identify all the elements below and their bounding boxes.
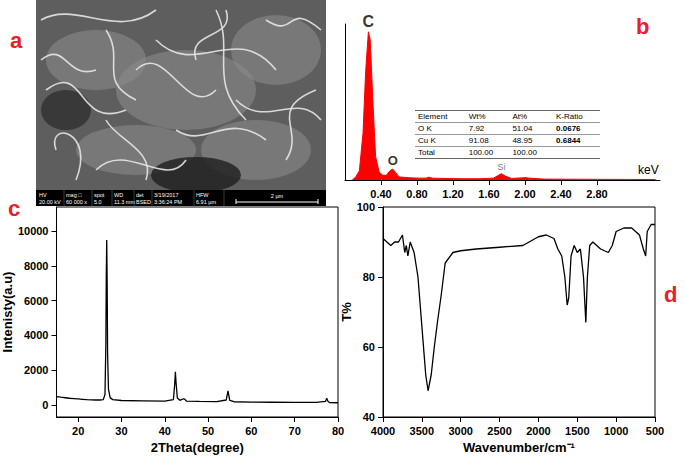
svg-text:T%: T%	[339, 302, 354, 322]
svg-text:30: 30	[115, 425, 127, 437]
svg-text:Wavenumber/cm⁻¹: Wavenumber/cm⁻¹	[463, 440, 575, 455]
svg-text:2.80: 2.80	[586, 188, 607, 200]
svg-text:det: det	[136, 192, 144, 198]
svg-text:60: 60	[245, 425, 257, 437]
svg-text:1000: 1000	[604, 425, 628, 437]
svg-text:3/19/2017: 3/19/2017	[154, 192, 178, 198]
svg-text:500: 500	[646, 425, 664, 437]
svg-text:2 µm: 2 µm	[271, 193, 284, 199]
svg-text:40: 40	[159, 425, 171, 437]
svg-text:2500: 2500	[487, 425, 511, 437]
svg-text:1500: 1500	[565, 425, 589, 437]
html-text:O K: O K	[418, 124, 432, 133]
svg-text:2000: 2000	[24, 364, 48, 376]
svg-text:50: 50	[202, 425, 214, 437]
html-text:100.00: 100.00	[512, 148, 537, 157]
svg-text:60: 60	[363, 341, 375, 353]
svg-text:spot: spot	[94, 192, 105, 198]
svg-text:8000: 8000	[24, 260, 48, 272]
svg-text:keV: keV	[638, 163, 659, 177]
svg-text:20: 20	[72, 425, 84, 437]
svg-text:20.00 kV: 20.00 kV	[39, 199, 61, 205]
svg-text:0.40: 0.40	[370, 188, 391, 200]
svg-text:60 000 x: 60 000 x	[66, 199, 87, 205]
svg-text:6.91 µm: 6.91 µm	[196, 199, 216, 205]
html-text:0.6844: 0.6844	[556, 136, 581, 145]
html-text:Cu K: Cu K	[418, 136, 436, 145]
svg-text:5.0: 5.0	[94, 199, 102, 205]
svg-text:C: C	[363, 13, 375, 30]
html-text:48.95: 48.95	[512, 136, 533, 145]
svg-text:HV: HV	[39, 192, 47, 198]
svg-text:3:36:24 PM: 3:36:24 PM	[154, 199, 183, 205]
html-text:d: d	[664, 282, 678, 307]
svg-text:1.20: 1.20	[442, 188, 463, 200]
html-text:Total: Total	[418, 148, 435, 157]
html-text:K-Ratio: K-Ratio	[556, 112, 583, 121]
svg-text:4000: 4000	[371, 425, 395, 437]
html-text:0.0676: 0.0676	[556, 124, 581, 133]
svg-text:0.80: 0.80	[406, 188, 427, 200]
svg-text:4000: 4000	[24, 329, 48, 341]
svg-text:40: 40	[363, 411, 375, 423]
svg-text:O: O	[388, 153, 398, 168]
html-text:7.92: 7.92	[468, 124, 485, 133]
svg-text:80: 80	[363, 271, 375, 283]
svg-text:70: 70	[289, 425, 301, 437]
html-text:51.04: 51.04	[512, 124, 533, 133]
svg-text:mag □: mag □	[66, 192, 82, 198]
svg-text:BSED: BSED	[136, 199, 151, 205]
html-text:c: c	[8, 196, 21, 221]
svg-text:2Theta(degree): 2Theta(degree)	[151, 440, 244, 455]
svg-text:Intenisty(a.u): Intenisty(a.u)	[0, 272, 15, 353]
html-text:91.08: 91.08	[468, 136, 489, 145]
svg-text:HFW: HFW	[196, 192, 209, 198]
svg-text:2000: 2000	[526, 425, 550, 437]
svg-text:6000: 6000	[24, 295, 48, 307]
html-text:100.00: 100.00	[468, 148, 494, 157]
svg-text:10000: 10000	[18, 225, 49, 237]
svg-text:1.60: 1.60	[478, 188, 499, 200]
html-text:b: b	[636, 14, 650, 39]
svg-text:WD: WD	[114, 192, 123, 198]
html-text:At%: At%	[512, 112, 528, 121]
svg-text:80: 80	[332, 425, 344, 437]
svg-text:2.40: 2.40	[550, 188, 571, 200]
svg-text:11.3 mm: 11.3 mm	[114, 199, 135, 205]
html-text:Wt%: Wt%	[468, 112, 486, 121]
svg-text:Si: Si	[498, 162, 506, 172]
svg-text:100: 100	[357, 201, 375, 213]
svg-text:3000: 3000	[448, 425, 472, 437]
html-text:a: a	[10, 28, 23, 53]
svg-text:0: 0	[42, 399, 48, 411]
svg-text:3500: 3500	[410, 425, 434, 437]
html-text:Element: Element	[418, 112, 448, 121]
svg-text:2.00: 2.00	[514, 188, 535, 200]
